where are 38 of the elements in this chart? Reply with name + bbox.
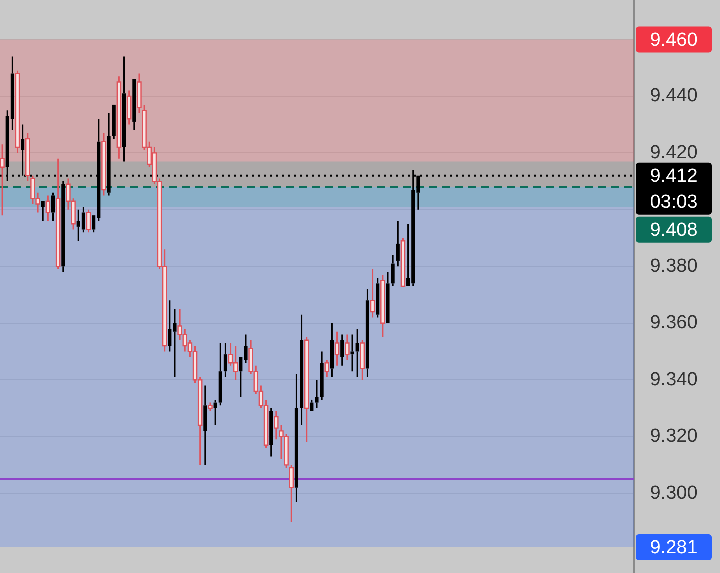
candlestick bbox=[270, 408, 274, 458]
candlestick bbox=[386, 272, 390, 324]
candlestick bbox=[218, 342, 222, 406]
candlestick bbox=[350, 334, 354, 372]
candlestick bbox=[51, 192, 56, 222]
y-tick-label: 9.320 bbox=[650, 426, 698, 448]
candlestick bbox=[396, 220, 400, 268]
candlestick bbox=[320, 350, 324, 401]
candlestick bbox=[122, 56, 126, 162]
y-tick-label: 9.420 bbox=[650, 142, 698, 164]
y-tick-label: 9.360 bbox=[650, 312, 698, 334]
candlestick bbox=[300, 314, 304, 426]
candlestick bbox=[132, 79, 136, 132]
candlestick bbox=[356, 328, 360, 378]
candlestick bbox=[366, 288, 370, 378]
candlestick bbox=[376, 277, 380, 318]
candlestick bbox=[330, 322, 334, 378]
candlestick bbox=[204, 385, 208, 466]
text: 03:03 bbox=[650, 192, 698, 214]
candlestick bbox=[391, 254, 395, 288]
candlestick bbox=[62, 180, 66, 274]
y-tick-label: 9.380 bbox=[650, 256, 698, 277]
band-label: 9.460 bbox=[650, 30, 698, 51]
candlestick bbox=[224, 342, 228, 378]
ref-line-label: 9.408 bbox=[650, 220, 698, 242]
candlestick bbox=[315, 379, 319, 410]
candlestick bbox=[41, 201, 45, 222]
ref-line-label: 9.412 bbox=[650, 166, 698, 188]
candlestick bbox=[214, 399, 218, 426]
candlestick bbox=[340, 334, 344, 367]
band-label: 9.281 bbox=[650, 538, 698, 559]
y-tick-label: 9.440 bbox=[650, 86, 698, 107]
candlestick bbox=[107, 112, 111, 196]
candlestick bbox=[112, 104, 116, 140]
candlestick bbox=[294, 374, 298, 503]
candlestick bbox=[310, 399, 314, 412]
y-tick-label: 9.340 bbox=[650, 369, 698, 390]
y-tick-label: 9.300 bbox=[650, 482, 698, 504]
